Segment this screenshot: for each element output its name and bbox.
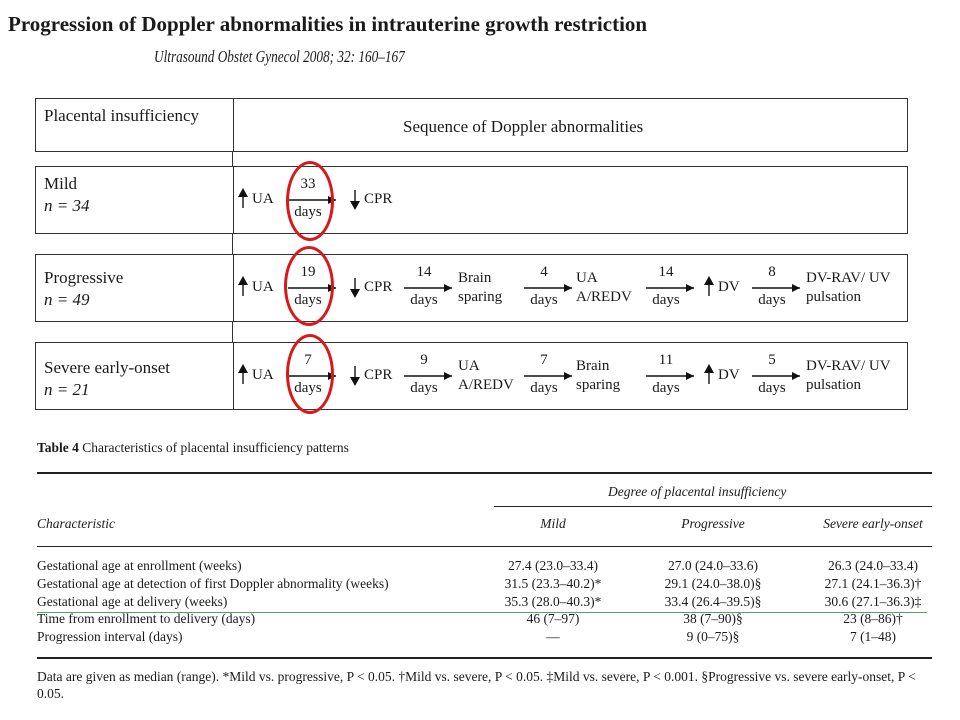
- interval-value: 14: [416, 264, 432, 280]
- table4-cell: 29.1 (24.0–38.0)§: [664, 576, 762, 591]
- table4-cell: 46 (7–97): [526, 611, 580, 626]
- table4-row-label: Gestational age at delivery (weeks): [37, 594, 228, 609]
- row-mild-n: n = 34: [44, 196, 90, 215]
- row-progressive-n: n = 49: [44, 290, 90, 309]
- interval-unit: days: [530, 380, 558, 396]
- row-progressive-name: Progressive: [44, 268, 124, 287]
- interval-arrow-head: [444, 284, 452, 292]
- table4-cell: 35.3 (28.0–40.3)*: [504, 594, 602, 609]
- table4-cell: —: [546, 629, 560, 644]
- down-arrow-icon-head: [350, 377, 360, 386]
- down-arrow-icon-head: [350, 201, 360, 210]
- interval-unit: days: [410, 292, 438, 308]
- table4-top-rule: [37, 472, 932, 474]
- sequence-step-label: CPR: [364, 191, 393, 207]
- sequence-step-label: UA A/REDV: [576, 270, 632, 305]
- table4-caption-label: Table 4: [37, 440, 79, 455]
- interval-unit: days: [758, 292, 786, 308]
- table4-cell: 7 (1–48): [849, 629, 897, 644]
- up-arrow-icon-head: [238, 276, 248, 285]
- row-mild-name: Mild: [44, 174, 78, 193]
- sequence-step-label: UA: [252, 367, 274, 383]
- sequence-step-label: DV-RAV/ UV pulsation: [806, 270, 891, 305]
- interval-arrow-head: [564, 284, 572, 292]
- header-left-label: Placental insufficiency: [44, 106, 199, 125]
- interval-arrow-head: [564, 372, 572, 380]
- interval-unit: days: [410, 380, 438, 396]
- table4-cell: 27.0 (24.0–33.6): [668, 558, 758, 573]
- interval-arrow-head: [792, 372, 800, 380]
- up-arrow-icon-head: [238, 188, 248, 197]
- interval-arrow-head: [686, 284, 694, 292]
- sequence-step-label: CPR: [364, 279, 393, 295]
- interval-value: 7: [540, 352, 548, 368]
- interval-unit: days: [530, 292, 558, 308]
- sequence-step-label: CPR: [364, 367, 393, 383]
- table4-caption-text: Characteristics of placental insufficien…: [82, 440, 349, 455]
- up-arrow-icon-head: [704, 276, 714, 285]
- table4-row-label: Progression interval (days): [37, 629, 183, 644]
- header-right-label: Sequence of Doppler abnormalities: [403, 117, 644, 136]
- table4-row-label: Time from enrollment to delivery (days): [37, 611, 256, 626]
- interval-value: 4: [540, 264, 548, 280]
- up-arrow-icon-head: [704, 364, 714, 373]
- row-severe-n: n = 21: [44, 380, 90, 399]
- sequence-step-label: DV: [718, 367, 740, 383]
- table4-group-header: Degree of placental insufficiency: [608, 484, 787, 499]
- row-mild: Mild n = 34: [35, 166, 908, 234]
- table4-cell: 27.1 (24.1–36.3)†: [824, 576, 922, 591]
- sequence-step-label: DV: [718, 279, 740, 295]
- row-severe-name: Severe early-onset: [44, 358, 171, 377]
- table4-bottom-rule: [37, 657, 932, 659]
- interval-arrow-head: [792, 284, 800, 292]
- table4-cell: 31.5 (23.3–40.2)*: [504, 576, 602, 591]
- green-underline: [37, 612, 927, 613]
- sequence-step-label: UA: [252, 191, 274, 207]
- interval-value: 8: [768, 264, 776, 280]
- table4-cell: 30.6 (27.1–36.3)‡: [824, 594, 922, 609]
- sequence-step-label: DV-RAV/ UV pulsation: [806, 358, 891, 393]
- table4-col-mild: Mild: [540, 516, 566, 531]
- table4-cell: 27.4 (23.0–33.4): [508, 558, 598, 573]
- figure-header-box: Placental insufficiency Sequence of Dopp…: [35, 98, 908, 152]
- interval-value: 9: [420, 352, 428, 368]
- table4-col-severe: Severe early-onset: [823, 516, 923, 531]
- table4-cell: 23 (8–86)†: [843, 611, 903, 626]
- table4-group-rule: [494, 506, 932, 507]
- table4-footnote: Data are given as median (range). *Mild …: [37, 669, 916, 701]
- interval-value: 5: [768, 352, 776, 368]
- interval-arrow-head: [686, 372, 694, 380]
- table4-row-label: Gestational age at enrollment (weeks): [37, 558, 242, 573]
- interval-unit: days: [652, 380, 680, 396]
- table4-caption: Table 4 Characteristics of placental ins…: [37, 440, 349, 456]
- down-arrow-icon-head: [350, 289, 360, 298]
- table4-cell: 26.3 (24.0–33.4): [828, 558, 918, 573]
- table4-cell: 33.4 (26.4–39.5)§: [664, 594, 762, 609]
- interval-value: 11: [658, 352, 674, 368]
- table4-cell: 9 (0–75)§: [686, 629, 740, 644]
- sequence-step-label: UA A/REDV: [458, 358, 514, 393]
- table4-cell: 38 (7–90)§: [683, 611, 743, 626]
- interval-arrow-head: [444, 372, 452, 380]
- interval-value: 14: [658, 264, 674, 280]
- table4-row-label: Gestational age at detection of first Do…: [37, 576, 389, 591]
- sequence-step-label: UA: [252, 279, 274, 295]
- interval-unit: days: [758, 380, 786, 396]
- highlight-circle-progressive: [284, 246, 334, 326]
- up-arrow-icon-head: [238, 364, 248, 373]
- table4-col-characteristic: Characteristic: [37, 516, 115, 531]
- highlight-circle-severe: [286, 334, 334, 414]
- interval-unit: days: [652, 292, 680, 308]
- sequence-step-label: Brain sparing: [458, 270, 503, 305]
- table4-header-rule: [37, 546, 932, 547]
- highlight-circle-mild: [286, 161, 334, 241]
- citation: Ultrasound Obstet Gynecol 2008; 32: 160–…: [154, 47, 405, 66]
- slide-title: Progression of Doppler abnormalities in …: [8, 12, 648, 36]
- table4-col-progressive: Progressive: [681, 516, 745, 531]
- sequence-step-label: Brain sparing: [576, 358, 621, 393]
